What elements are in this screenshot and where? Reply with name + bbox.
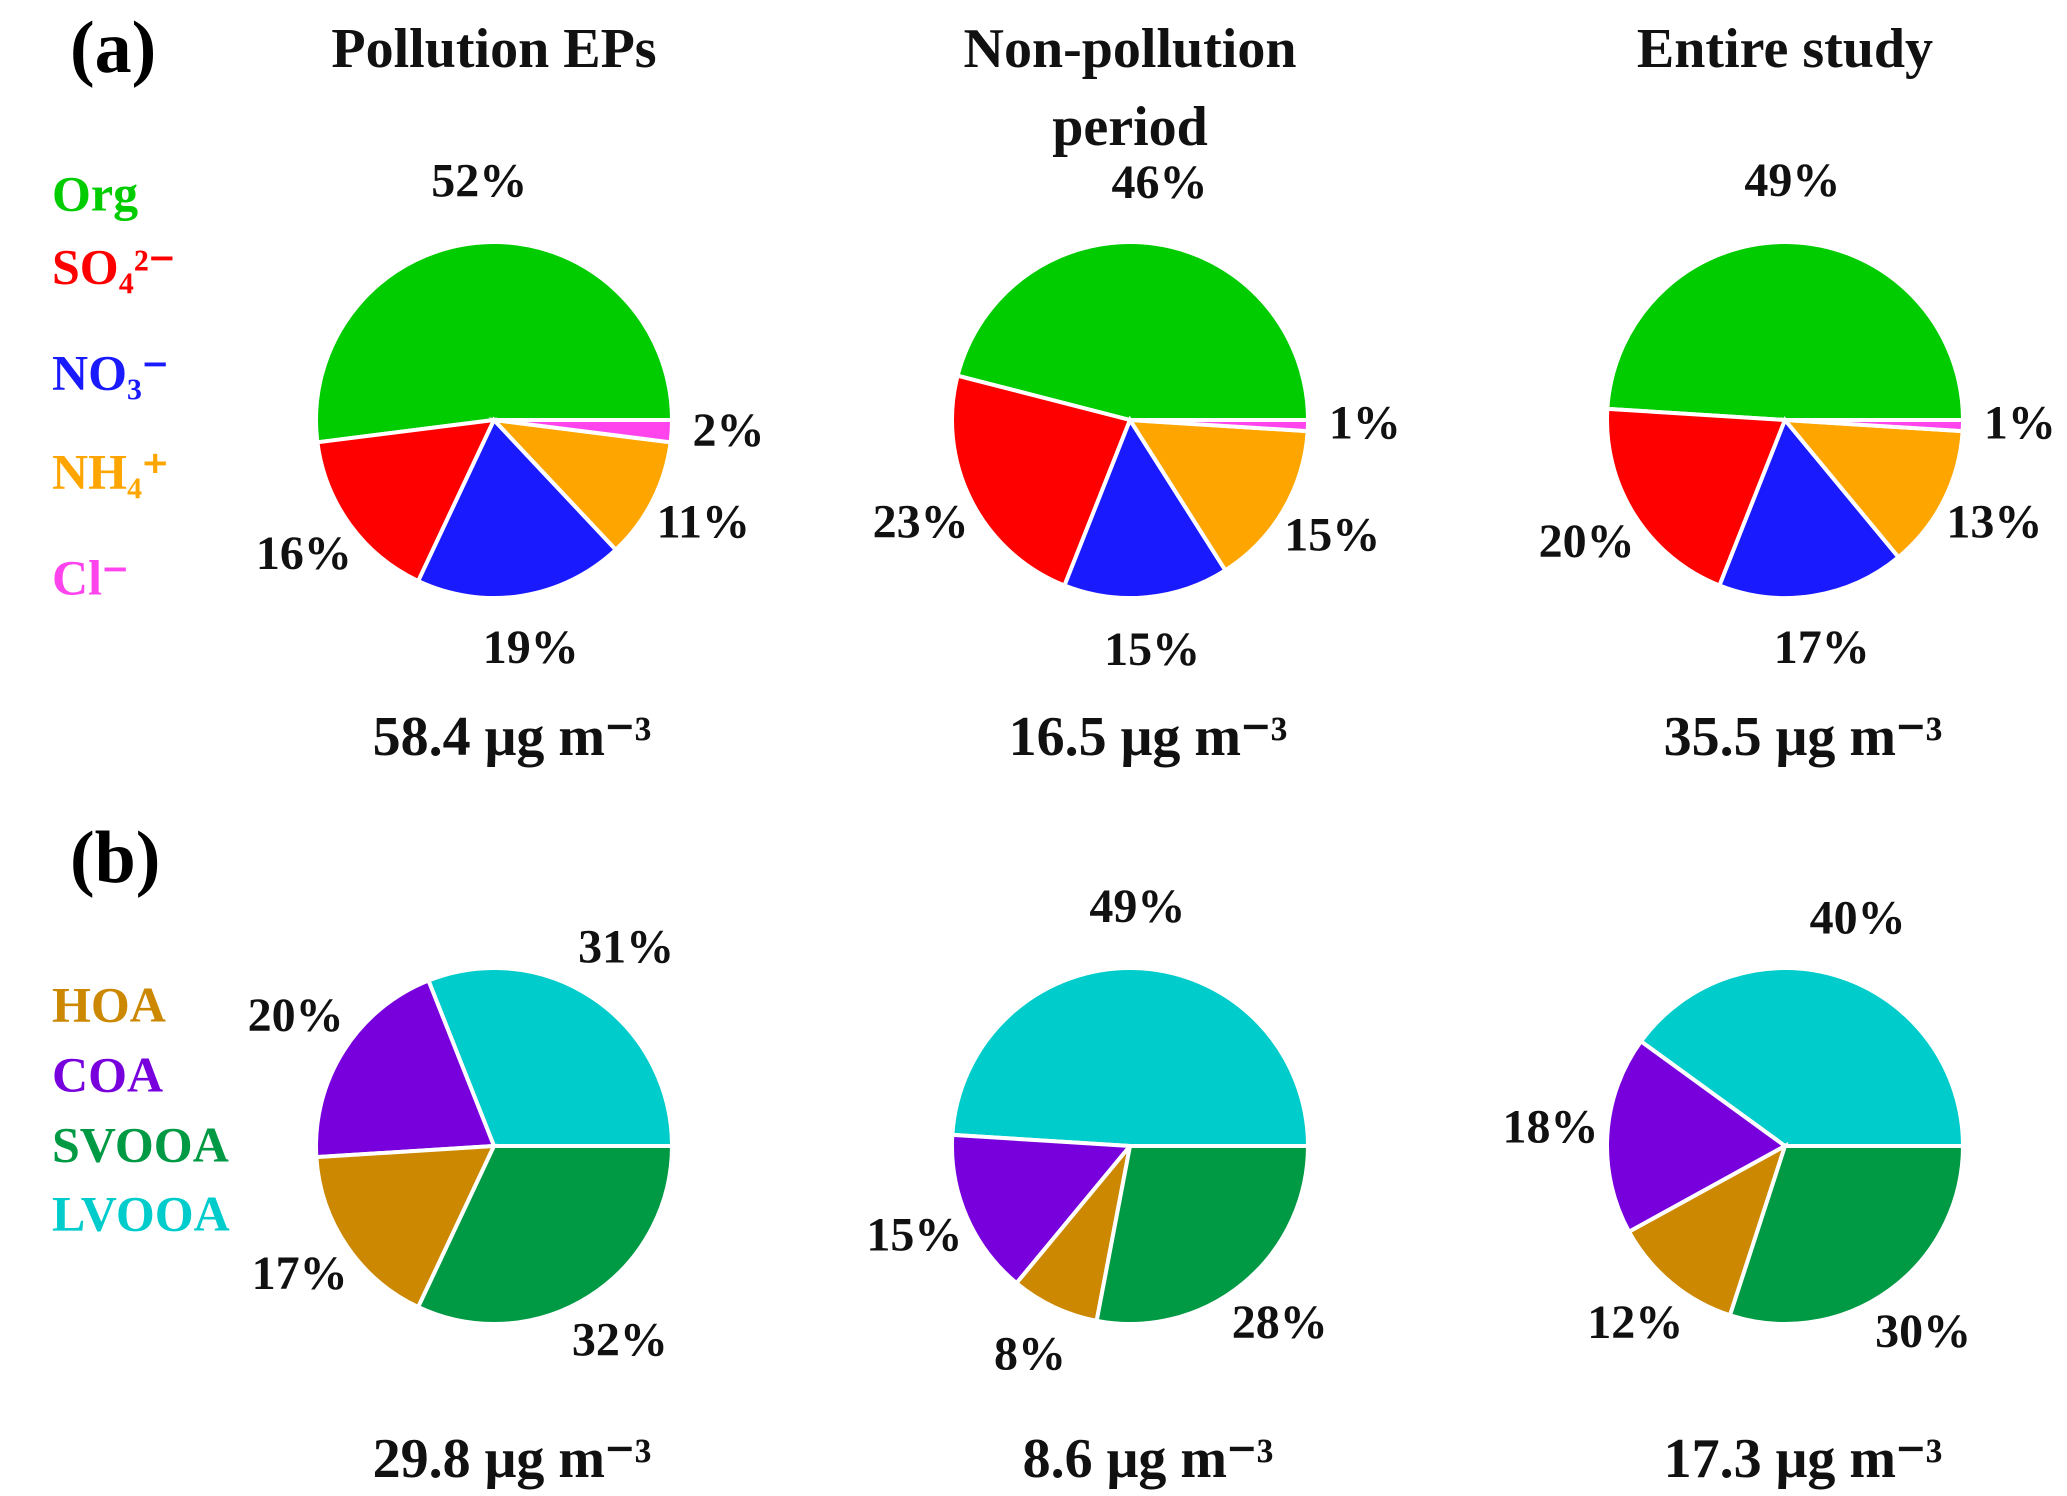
slice-label: 28%	[1232, 1296, 1328, 1349]
pie-slice	[950, 373, 1133, 589]
legend-entry: HOA	[52, 976, 166, 1032]
pie-slice	[488, 417, 673, 553]
pie-slice	[1784, 418, 1966, 434]
slice-label: 32%	[572, 1313, 668, 1366]
legend-entry: SVOOA	[52, 1116, 229, 1172]
pie-slice	[314, 977, 497, 1160]
total-label: 35.5 μg m⁻³	[1664, 706, 1943, 768]
pie-slice	[1780, 417, 1965, 560]
legend-entry: NO₃⁻	[52, 344, 168, 400]
pie-slice	[425, 966, 675, 1148]
slice-label: 15%	[1104, 623, 1200, 676]
slice-label: 49%	[1744, 154, 1840, 207]
pie-slice	[1094, 1144, 1311, 1326]
legend-entry: LVOOA	[52, 1185, 230, 1241]
legend-entry: COA	[52, 1046, 163, 1102]
slice-label: 18%	[1503, 1100, 1599, 1153]
pie-title: Non-pollution period	[963, 18, 1297, 158]
pie-slice	[1605, 1038, 1789, 1235]
pie-slice	[1605, 406, 1788, 589]
pie-slice	[1126, 417, 1310, 574]
pie-slice	[955, 240, 1311, 422]
slice-label: 8%	[994, 1328, 1066, 1381]
panel-label: (a)	[70, 7, 156, 89]
pie-slice	[1638, 966, 1966, 1148]
pie-slice	[1716, 416, 1902, 600]
slice-label: 49%	[1089, 880, 1185, 933]
pie-title: Pollution EPs	[331, 18, 657, 80]
pie-slice	[493, 418, 675, 445]
slice-label: 19%	[483, 621, 579, 674]
pie-title-box: Pollution EPs	[331, 18, 657, 80]
pie-slice	[1129, 418, 1311, 434]
slice-label: 15%	[1284, 509, 1380, 562]
slice-label: 1%	[1329, 396, 1401, 449]
slice-label: 1%	[1984, 396, 2056, 449]
slice-label: 20%	[1539, 515, 1635, 568]
slice-label: 20%	[248, 989, 344, 1042]
slice-label: 2%	[692, 404, 764, 457]
legend-entry: Org	[52, 165, 138, 221]
total-label: 17.3 μg m⁻³	[1664, 1428, 1943, 1490]
slice-label: 52%	[431, 155, 527, 208]
total-label: 58.4 μg m⁻³	[373, 706, 652, 768]
pie-slice	[314, 240, 675, 445]
pie-slice	[1626, 1141, 1789, 1318]
slice-label: 15%	[866, 1208, 962, 1261]
pie-slice	[315, 417, 498, 584]
pie-slice	[950, 1132, 1135, 1286]
pie-title: Entire study	[1636, 18, 1934, 80]
pie-slice	[1061, 415, 1229, 600]
total-label: 29.8 μg m⁻³	[373, 1428, 652, 1490]
panel-label: (b)	[70, 817, 160, 899]
slice-label: 31%	[578, 921, 674, 974]
slice-label: 23%	[873, 496, 969, 549]
legend-entry: SO₄²⁻	[52, 238, 175, 294]
pie-title-box: Non-pollution period	[963, 18, 1297, 158]
pie-slice	[314, 1143, 498, 1310]
pie-title-box: Entire study	[1636, 18, 1934, 80]
slice-label: 46%	[1111, 156, 1207, 209]
pie-slice	[415, 1144, 675, 1326]
slice-label: 11%	[657, 496, 750, 549]
slice-label: 12%	[1587, 1296, 1683, 1349]
pie-slice	[950, 966, 1311, 1148]
pie-slice	[1727, 1144, 1966, 1326]
total-label: 16.5 μg m⁻³	[1009, 706, 1288, 768]
slice-label: 17%	[252, 1247, 348, 1300]
slice-label: 13%	[1946, 496, 2042, 549]
slice-label: 17%	[1774, 621, 1870, 674]
slice-label: 16%	[256, 527, 352, 580]
pie-slice	[415, 416, 619, 600]
total-label: 8.6 μg m⁻³	[1023, 1428, 1274, 1490]
legend-entry: Cl⁻	[52, 549, 128, 605]
slice-label: 40%	[1810, 892, 1906, 945]
pie-slice	[1605, 240, 1966, 422]
slice-label: 30%	[1875, 1305, 1971, 1358]
legend-entry: NH₄⁺	[52, 443, 168, 499]
